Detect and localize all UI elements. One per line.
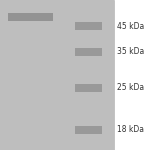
FancyBboxPatch shape	[8, 13, 52, 21]
FancyBboxPatch shape	[114, 0, 150, 150]
Text: 18 kDa: 18 kDa	[117, 125, 144, 134]
FancyBboxPatch shape	[75, 48, 102, 56]
FancyBboxPatch shape	[75, 126, 102, 134]
FancyBboxPatch shape	[0, 0, 114, 150]
FancyBboxPatch shape	[75, 22, 102, 30]
Text: 45 kDa: 45 kDa	[117, 22, 144, 31]
FancyBboxPatch shape	[75, 84, 102, 92]
Text: 25 kDa: 25 kDa	[117, 83, 144, 92]
Text: 35 kDa: 35 kDa	[117, 47, 144, 56]
